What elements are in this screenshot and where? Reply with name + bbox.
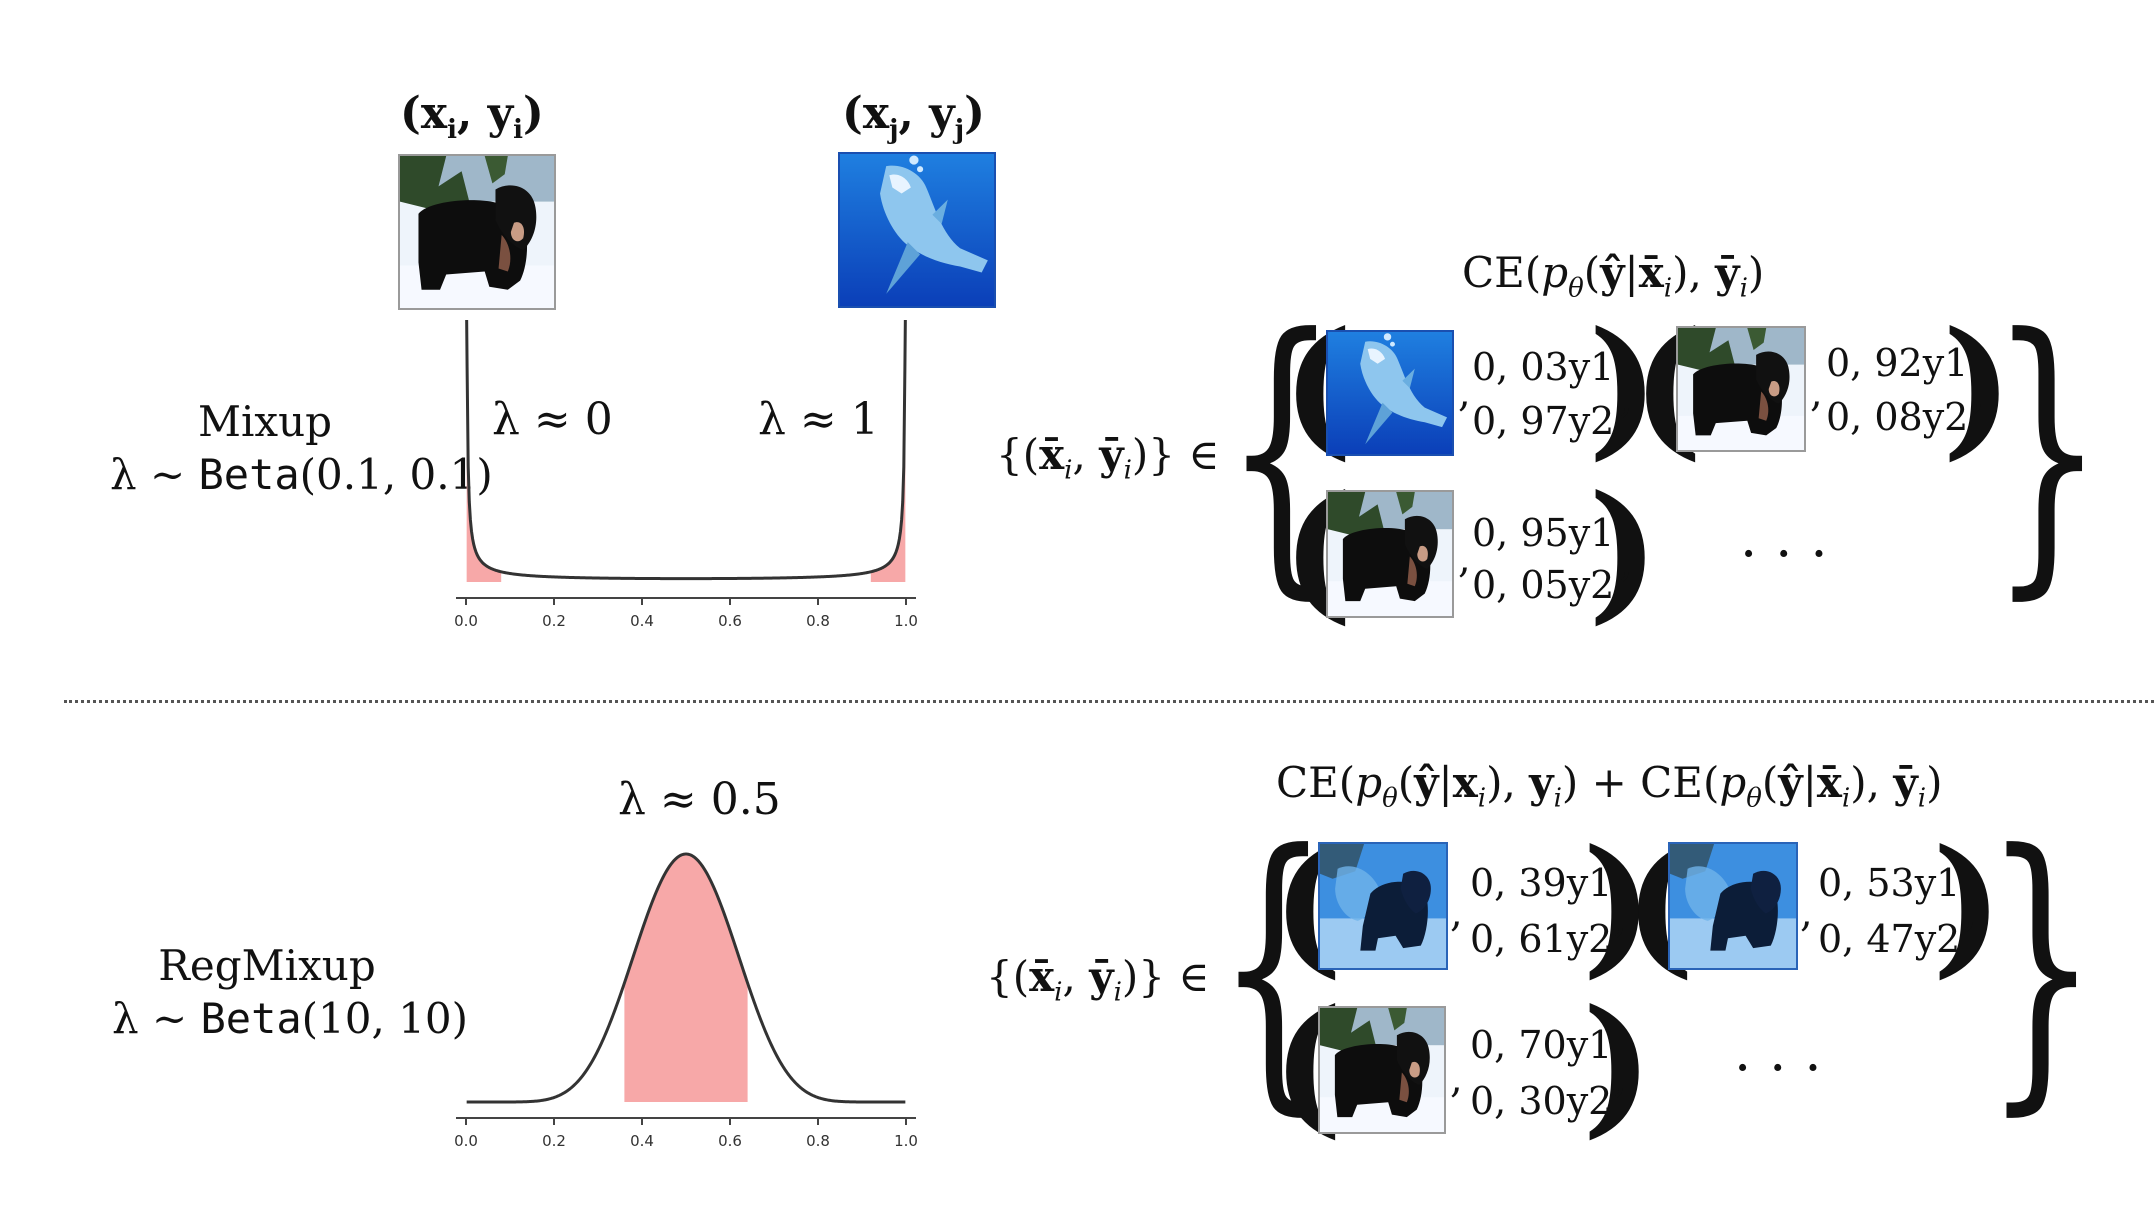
mixup-set-prefix: {(x̄i, ȳi)} ∈ bbox=[996, 430, 1220, 486]
density-curve bbox=[465, 320, 907, 581]
mixup-distribution: λ ∼ Beta(0.1, 0.1) bbox=[110, 449, 493, 499]
mixup-left-brace: { bbox=[1224, 275, 1339, 624]
paren-close: ) bbox=[1932, 817, 2003, 993]
shaded-region bbox=[466, 320, 502, 582]
comma: , bbox=[1450, 1056, 1463, 1102]
density-curve bbox=[466, 852, 906, 1104]
regmixup-distribution: λ ∼ Beta(10, 10) bbox=[112, 993, 469, 1043]
comma: , bbox=[1800, 890, 1813, 936]
x-tick-label: 0.4 bbox=[630, 1132, 654, 1150]
lambda-right-label: λ ≈ 1 bbox=[758, 394, 879, 445]
regmixup-left-brace: { bbox=[1216, 791, 1331, 1140]
mixup-loss-formula: CE(pθ(ŷ|x̄i), ȳi) bbox=[1462, 248, 1765, 304]
shark-image bbox=[838, 152, 996, 308]
regmixup-beta-chart: 0.0 0.2 0.4 0.6 0.8 1.0 bbox=[454, 852, 918, 1150]
regmixup-coef-1b: 0, 61y2 bbox=[1470, 917, 1613, 961]
x-tick-label: 0.8 bbox=[806, 612, 830, 630]
regmixup-coef-3b: 0, 30y2 bbox=[1470, 1079, 1613, 1123]
mixup-coef-3b: 0, 05y2 bbox=[1472, 563, 1615, 607]
comma: , bbox=[1614, 896, 1627, 942]
lambda-left-label: λ ≈ 0 bbox=[492, 394, 613, 445]
mixup-coef-2b: 0, 08y2 bbox=[1826, 395, 1969, 439]
shaded-region bbox=[870, 320, 906, 582]
comma: , bbox=[1620, 540, 1633, 586]
mixup-ellipsis: ... bbox=[1740, 506, 1846, 569]
regmixup-name: RegMixup bbox=[158, 941, 376, 990]
comma: , bbox=[1810, 370, 1823, 416]
regmixup-loss-formula: CE(pθ(ŷ|xi), yi) + CE(pθ(ŷ|x̄i), ȳi) bbox=[1276, 758, 1943, 814]
regmixup-coef-3a: 0, 70y1 bbox=[1470, 1023, 1613, 1067]
paren-close: ) bbox=[1588, 463, 1659, 639]
comma: , bbox=[1458, 536, 1471, 582]
mixup-method-label: Mixup λ ∼ Beta(0.1, 0.1) bbox=[110, 396, 493, 501]
shark-image bbox=[1326, 330, 1454, 456]
comma: , bbox=[1620, 376, 1633, 422]
lambda-mid-label: λ ≈ 0.5 bbox=[618, 774, 781, 825]
dog-image bbox=[1326, 490, 1454, 618]
x-tick-label: 0.6 bbox=[718, 1132, 742, 1150]
section-divider bbox=[64, 700, 2154, 703]
x-tick-label: 0.4 bbox=[630, 612, 654, 630]
pair-i-label: (xi, yi) bbox=[400, 88, 544, 145]
x-tick-label: 0.6 bbox=[718, 612, 742, 630]
x-tick-label: 0.2 bbox=[542, 612, 566, 630]
mixup-coef-3a: 0, 95y1 bbox=[1472, 511, 1615, 555]
mixed-image bbox=[1318, 842, 1448, 970]
comma: , bbox=[1450, 890, 1463, 936]
dog-image bbox=[1318, 1006, 1446, 1134]
regmixup-coef-2a: 0, 53y1 bbox=[1818, 861, 1961, 905]
dog-image bbox=[398, 154, 556, 310]
dog-image bbox=[1676, 326, 1806, 452]
regmixup-method-label: RegMixup λ ∼ Beta(10, 10) bbox=[112, 940, 469, 1045]
mixup-name: Mixup bbox=[197, 397, 333, 446]
paren-close: ) bbox=[1942, 299, 2013, 475]
mixup-coef-1b: 0, 97y2 bbox=[1472, 399, 1615, 443]
comma: , bbox=[1458, 370, 1471, 416]
comma: , bbox=[1964, 890, 1977, 936]
comma: , bbox=[1614, 1056, 1627, 1102]
x-tick-label: 1.0 bbox=[894, 612, 918, 630]
mixup-coef-2a: 0, 92y1 bbox=[1826, 341, 1969, 385]
shaded-region bbox=[624, 854, 748, 1102]
x-tick-label: 1.0 bbox=[894, 1132, 918, 1150]
mixup-right-brace: } bbox=[1990, 275, 2105, 624]
regmixup-set-prefix: {(x̄i, ȳi)} ∈ bbox=[986, 952, 1210, 1008]
paren-close: ) bbox=[1582, 977, 1653, 1153]
mixup-beta-chart: 0.0 0.2 0.4 0.6 0.8 1.0 bbox=[454, 320, 918, 630]
x-tick-label: 0.0 bbox=[454, 1132, 478, 1150]
x-tick-label: 0.0 bbox=[454, 612, 478, 630]
regmixup-right-brace: } bbox=[1984, 791, 2099, 1140]
x-tick-label: 0.8 bbox=[806, 1132, 830, 1150]
pair-j-label: (xj, yj) bbox=[842, 88, 985, 145]
mixup-coef-1a: 0, 03y1 bbox=[1472, 345, 1615, 389]
regmixup-coef-2b: 0, 47y2 bbox=[1818, 917, 1961, 961]
paren-close: ) bbox=[1582, 817, 1653, 993]
regmixup-ellipsis: ... bbox=[1734, 1020, 1840, 1083]
x-tick-label: 0.2 bbox=[542, 1132, 566, 1150]
mixed-image bbox=[1668, 842, 1798, 970]
comma: , bbox=[1972, 372, 1985, 418]
regmixup-coef-1a: 0, 39y1 bbox=[1470, 861, 1613, 905]
paren-close: ) bbox=[1588, 299, 1659, 475]
